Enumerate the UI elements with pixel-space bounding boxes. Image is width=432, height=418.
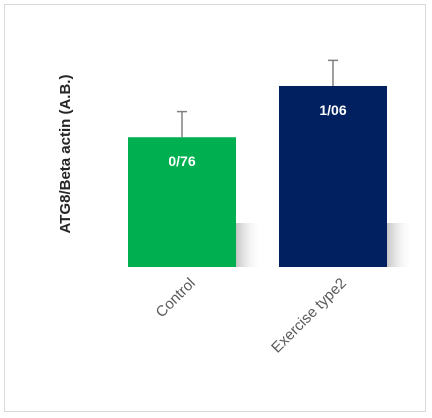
category-label: Exercise type2 [268, 275, 350, 357]
data-label: 1/06 [319, 102, 346, 118]
bars-group: 0/76 Control 1/06 Exercise type2 [128, 59, 413, 357]
data-label: 0/76 [168, 153, 195, 169]
bar-control [128, 137, 236, 267]
category-label: Control [153, 275, 199, 321]
bar-exercise-type2 [279, 85, 387, 267]
bar-shadow [387, 223, 413, 267]
bar-shadow [236, 223, 262, 267]
y-axis-label: ATG8/Beta actin (A.B.) [57, 75, 74, 234]
